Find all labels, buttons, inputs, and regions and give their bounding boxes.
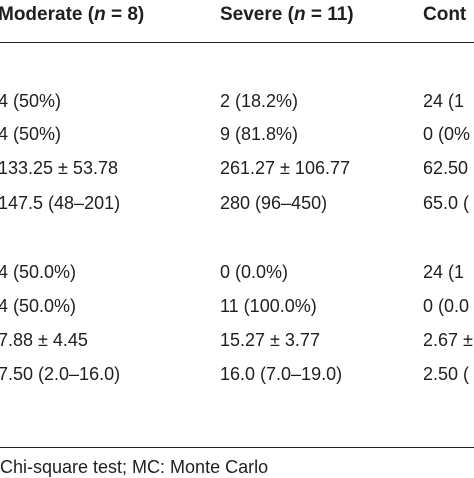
row-5-severe: 0 (0.0%) — [220, 262, 289, 282]
row-2-control: 0 (0% — [423, 124, 471, 144]
row-3-control: 62.50 — [423, 158, 469, 178]
row-3-severe: 261.27 ± 106.77 — [220, 158, 350, 178]
row-7-severe: 15.27 ± 3.77 — [220, 330, 320, 350]
row-6-control: 0 (0.0 — [423, 296, 470, 316]
top-rule — [0, 42, 474, 43]
header-control: Cont — [423, 4, 467, 25]
header-moderate: Moderate (n = 8) — [0, 4, 145, 25]
row-5-moderate: 4 (50.0%) — [0, 262, 77, 282]
row-2-moderate: 4 (50%) — [0, 124, 62, 144]
row-5-control: 24 (1 — [423, 262, 465, 282]
row-7-moderate: 7.88 ± 4.45 — [0, 330, 88, 350]
row-4-moderate: 147.5 (48–201) — [0, 193, 121, 213]
row-7-control: 2.67 ± — [423, 330, 473, 350]
row-2-severe: 9 (81.8%) — [220, 124, 299, 144]
header-severe: Severe (n = 11) — [220, 4, 354, 25]
row-3-moderate: 133.25 ± 53.78 — [0, 158, 118, 178]
row-1-moderate: 4 (50%) — [0, 91, 62, 111]
row-6-moderate: 4 (50.0%) — [0, 296, 77, 316]
row-6-severe: 11 (100.0%) — [220, 296, 317, 316]
row-8-control: 2.50 ( — [423, 364, 470, 384]
table-footnote: Chi-square test; MC: Monte Carlo — [0, 457, 269, 477]
row-8-severe: 16.0 (7.0–19.0) — [220, 364, 343, 384]
row-1-control: 24 (1 — [423, 91, 465, 111]
row-8-moderate: 7.50 (2.0–16.0) — [0, 364, 121, 384]
row-1-severe: 2 (18.2%) — [220, 91, 299, 111]
bottom-rule — [0, 447, 474, 448]
row-4-severe: 280 (96–450) — [220, 193, 328, 213]
row-4-control: 65.0 ( — [423, 193, 470, 213]
